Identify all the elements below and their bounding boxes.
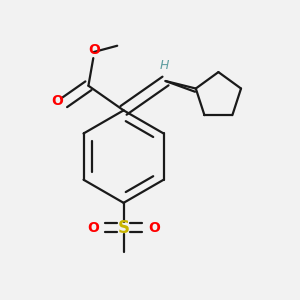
Text: O: O [51,94,63,108]
Text: O: O [87,220,99,235]
Text: H: H [159,59,169,72]
Text: O: O [88,43,100,57]
Text: S: S [118,219,130,237]
Text: O: O [148,220,160,235]
